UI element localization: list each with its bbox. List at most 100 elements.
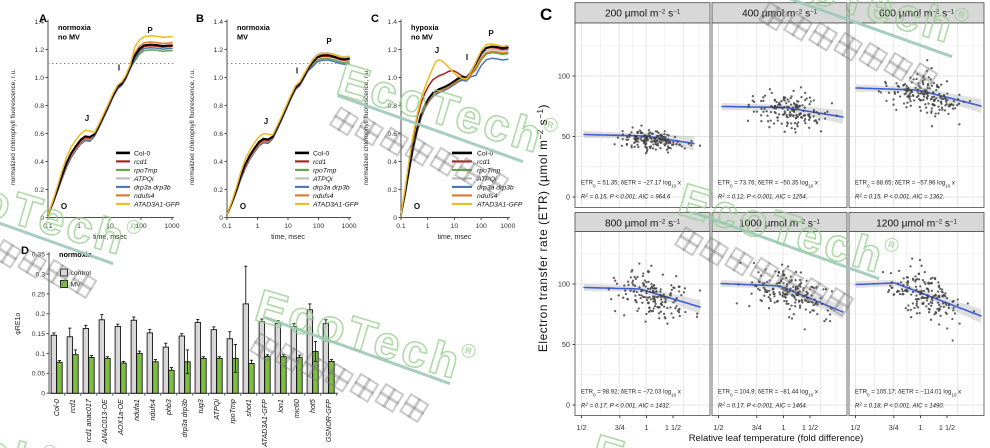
- svg-text:0.8: 0.8: [388, 103, 398, 110]
- svg-text:ATPQi: ATPQi: [312, 176, 333, 183]
- svg-text:I: I: [118, 64, 120, 73]
- svg-text:0.35: 0.35: [32, 252, 45, 259]
- svg-text:0.1: 0.1: [36, 351, 46, 358]
- svg-text:O: O: [414, 202, 420, 211]
- svg-text:1.4: 1.4: [35, 19, 45, 26]
- svg-text:P: P: [326, 37, 332, 46]
- svg-text:1.4: 1.4: [214, 19, 224, 26]
- svg-text:0.1: 0.1: [43, 223, 53, 230]
- svg-text:Col-0: Col-0: [313, 150, 329, 157]
- svg-text:400 µmol m−2 s−1: 400 µmol m−2 s−1: [742, 9, 818, 20]
- svg-text:MV: MV: [237, 33, 248, 42]
- svg-text:drp3a drp3b: drp3a drp3b: [477, 184, 514, 191]
- svg-text:0: 0: [41, 391, 45, 398]
- svg-text:D: D: [21, 245, 29, 257]
- svg-text:A: A: [39, 13, 47, 25]
- svg-text:rpoTmp: rpoTmp: [229, 399, 237, 423]
- svg-text:ATPQi: ATPQi: [213, 399, 221, 421]
- svg-text:1000 µmol m−2 s−1: 1000 µmol m−2 s−1: [739, 218, 820, 229]
- svg-text:0.2: 0.2: [36, 311, 46, 318]
- svg-text:0: 0: [566, 193, 570, 202]
- svg-text:0.4: 0.4: [388, 159, 398, 166]
- svg-text:1 1/2: 1 1/2: [939, 423, 955, 432]
- svg-text:100: 100: [313, 223, 325, 230]
- svg-text:phb3: phb3: [165, 399, 173, 416]
- svg-text:rcd1: rcd1: [313, 159, 326, 166]
- svg-text:time, msec: time, msec: [271, 234, 305, 241]
- svg-text:rcd1: rcd1: [477, 159, 490, 166]
- svg-text:R2 = 0.18, P < 0.001, AIC = 14: R2 = 0.18, P < 0.001, AIC = 1490.: [855, 401, 944, 410]
- svg-text:1.0: 1.0: [214, 75, 224, 82]
- svg-text:ATAD3A1-GFP: ATAD3A1-GFP: [476, 201, 523, 208]
- svg-text:ndufs4: ndufs4: [477, 193, 498, 200]
- svg-text:0.8: 0.8: [214, 103, 224, 110]
- svg-text:ATAD3A1-GFP: ATAD3A1-GFP: [312, 201, 359, 208]
- svg-text:100: 100: [475, 223, 487, 230]
- svg-text:1: 1: [256, 223, 260, 230]
- svg-text:1: 1: [77, 223, 81, 230]
- svg-text:Col-0: Col-0: [477, 150, 493, 157]
- svg-text:1000: 1000: [164, 223, 179, 230]
- svg-text:rug3: rug3: [197, 399, 205, 413]
- svg-text:R2 = 0.12, P < 0.001, AIC = 12: R2 = 0.12, P < 0.001, AIC = 1254.: [718, 192, 807, 201]
- svg-text:50: 50: [562, 340, 570, 349]
- svg-text:normoxia: normoxia: [58, 23, 92, 32]
- svg-text:drp3a drp3b: drp3a drp3b: [313, 184, 350, 191]
- svg-text:normoxia: normoxia: [237, 23, 271, 32]
- svg-text:R2 = 0.15, P < 0.001, AIC = 13: R2 = 0.15, P < 0.001, AIC = 1362.: [855, 192, 944, 201]
- svg-text:normalized chlorophyll fluores: normalized chlorophyll fluorescence, r.u…: [189, 69, 196, 185]
- svg-text:ndufs4: ndufs4: [134, 193, 155, 200]
- svg-text:1 1/2: 1 1/2: [802, 423, 818, 432]
- svg-text:rcd1 anac017: rcd1 anac017: [85, 398, 93, 442]
- svg-text:ETR0 = 73.76; δETR = −50.35 lo: ETR0 = 73.76; δETR = −50.35 log10 x: [718, 181, 818, 189]
- svg-text:drp3a drp3b: drp3a drp3b: [134, 184, 171, 191]
- svg-text:R2 = 0.17, P < 0.001, AIC = 14: R2 = 0.17, P < 0.001, AIC = 1464.: [718, 401, 807, 410]
- svg-text:drp3a drp3b: drp3a drp3b: [181, 399, 189, 437]
- svg-text:0.4: 0.4: [214, 159, 224, 166]
- svg-text:normalized chlorophyll fluores: normalized chlorophyll fluorescence, r.u…: [10, 69, 17, 185]
- svg-text:C: C: [371, 13, 379, 25]
- svg-text:0.25: 0.25: [32, 291, 45, 298]
- svg-text:0.3: 0.3: [36, 272, 46, 279]
- svg-text:0.6: 0.6: [35, 131, 45, 138]
- svg-text:200 µmol m−2 s−1: 200 µmol m−2 s−1: [605, 9, 681, 20]
- svg-text:no MV: no MV: [411, 33, 433, 42]
- svg-text:3/4: 3/4: [752, 423, 762, 432]
- svg-text:1: 1: [644, 423, 648, 432]
- svg-text:100: 100: [135, 223, 147, 230]
- svg-text:O: O: [61, 202, 67, 211]
- svg-text:ndufs4: ndufs4: [313, 193, 334, 200]
- svg-text:0.6: 0.6: [388, 131, 398, 138]
- svg-text:ETR0 = 98.92; δETR = −72.03 lo: ETR0 = 98.92; δETR = −72.03 log10 x: [581, 390, 681, 398]
- svg-text:ETR0 = 51.35; δETR = −27.17 lo: ETR0 = 51.35; δETR = −27.17 log10 x: [581, 181, 681, 189]
- svg-text:1: 1: [781, 423, 785, 432]
- svg-text:Electron transfer rate (ETR) (: Electron transfer rate (ETR) (µmol m−2 s…: [536, 104, 551, 352]
- svg-text:I: I: [296, 67, 298, 76]
- svg-text:hypoxia: hypoxia: [411, 23, 440, 32]
- svg-text:rcd1: rcd1: [69, 399, 77, 413]
- svg-text:J: J: [435, 46, 439, 55]
- svg-text:0.2: 0.2: [35, 187, 45, 194]
- svg-text:rpoTmp: rpoTmp: [477, 167, 501, 174]
- svg-text:normalized chlorophyll fluores: normalized chlorophyll fluorescence, r.u…: [363, 69, 370, 185]
- svg-text:0: 0: [219, 215, 223, 222]
- svg-text:R2 = 0.17, P < 0.001, AIC = 14: R2 = 0.17, P < 0.001, AIC = 1432.: [581, 401, 670, 410]
- svg-text:0.8: 0.8: [35, 103, 45, 110]
- svg-text:0: 0: [566, 401, 570, 410]
- svg-text:ATAD3A1-GFP: ATAD3A1-GFP: [261, 399, 269, 448]
- svg-text:1200 µmol m−2 s−1: 1200 µmol m−2 s−1: [876, 218, 957, 229]
- svg-text:1/2: 1/2: [850, 423, 860, 432]
- svg-text:ATPQi: ATPQi: [476, 176, 497, 183]
- svg-text:800 µmol m−2 s−1: 800 µmol m−2 s−1: [605, 218, 681, 229]
- svg-text:P: P: [488, 29, 494, 38]
- svg-text:hot5: hot5: [309, 399, 317, 413]
- svg-text:1.4: 1.4: [388, 19, 398, 26]
- svg-text:1.2: 1.2: [35, 47, 45, 54]
- svg-text:MV: MV: [71, 282, 82, 289]
- svg-text:0: 0: [393, 215, 397, 222]
- svg-text:1/2: 1/2: [576, 423, 586, 432]
- svg-text:1000: 1000: [341, 223, 356, 230]
- svg-text:lon1: lon1: [277, 399, 285, 412]
- svg-text:J: J: [264, 117, 268, 126]
- svg-text:no MV: no MV: [58, 33, 80, 42]
